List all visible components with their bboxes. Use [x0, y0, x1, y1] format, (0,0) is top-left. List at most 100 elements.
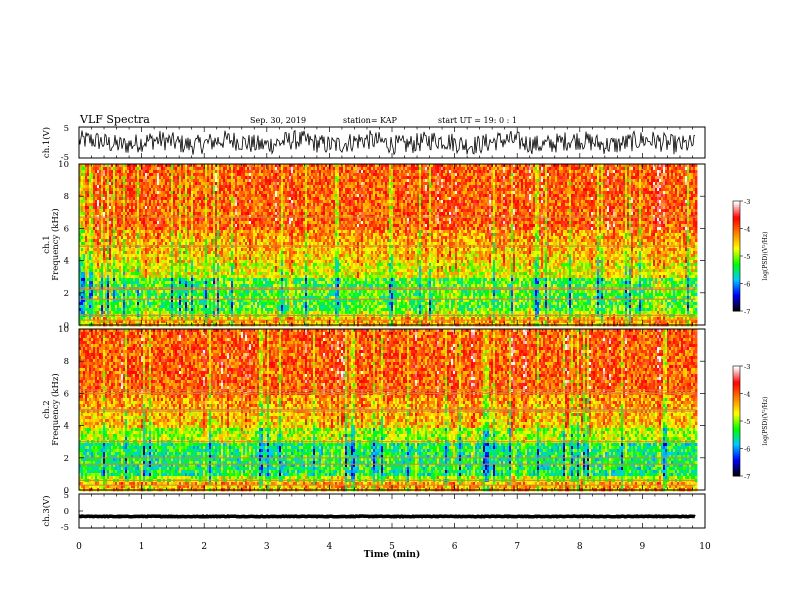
spectrogram-cell — [265, 179, 268, 183]
spectrogram-cell — [415, 167, 418, 171]
spectrogram-cell — [141, 164, 144, 168]
spectrogram-cell — [643, 170, 646, 174]
spectrogram-cell — [517, 176, 520, 180]
spectrogram-cell — [409, 170, 412, 174]
spectrogram-cell — [95, 170, 98, 174]
spectrogram-cell — [501, 170, 504, 174]
spectrogram-cell — [505, 176, 508, 180]
spectrogram-cell — [441, 176, 444, 180]
spectrogram-cell — [105, 167, 108, 171]
spectrogram-cell — [335, 167, 338, 171]
spectrogram-cell — [517, 173, 520, 177]
spectrogram-cell — [155, 167, 158, 171]
spectrogram-cell — [223, 176, 226, 180]
spectrogram-cell — [171, 167, 174, 171]
spectrogram-cell — [431, 164, 434, 168]
spectrogram-cell — [323, 179, 326, 183]
spectrogram-cell — [583, 173, 586, 177]
spectrogram-cell — [541, 167, 544, 171]
spectrogram-cell — [669, 170, 672, 174]
spectrogram-cell — [625, 176, 628, 180]
spectrogram-cell — [491, 170, 494, 174]
spectrogram-cell — [191, 164, 194, 168]
spectrogram-cell — [225, 173, 228, 177]
spectrogram-cell — [533, 173, 536, 177]
spectrogram-cell — [171, 173, 174, 177]
spectrogram-cell — [315, 164, 318, 168]
spectrogram-cell — [185, 164, 188, 168]
spectrogram-cell — [347, 179, 350, 183]
spectrogram-cell — [275, 173, 278, 177]
spectrogram-cell — [695, 173, 698, 177]
spectrogram-cell — [521, 167, 524, 171]
spectrogram-cell — [411, 167, 414, 171]
spectrogram-cell — [193, 167, 196, 171]
spectrogram-cell — [393, 179, 396, 183]
spectrogram-cell — [525, 170, 528, 174]
spectrogram-cell — [655, 173, 658, 177]
spectrogram-cell — [365, 164, 368, 168]
spectrogram-cell — [99, 170, 102, 174]
spectrogram-cell — [645, 179, 648, 183]
spectrogram-cell — [267, 164, 270, 168]
spectrogram-cell — [137, 182, 140, 186]
spectrogram-cell — [401, 176, 404, 180]
spectrogram-cell — [139, 182, 142, 186]
spectrogram-cell — [585, 164, 588, 168]
spectrogram-cell — [521, 170, 524, 174]
spectrogram-cell — [169, 164, 172, 168]
spectrogram-cell — [135, 170, 138, 174]
spectrogram-cell — [361, 167, 364, 171]
spectrogram-cell — [601, 176, 604, 180]
spectrogram-cell — [139, 167, 142, 171]
spectrogram-cell — [213, 179, 216, 183]
spectrogram-cell — [263, 167, 266, 171]
spectrogram-cell — [89, 167, 92, 171]
spectrogram-cell — [135, 182, 138, 186]
y-tick-label: 5 — [64, 124, 69, 134]
spectrogram-cell — [693, 167, 696, 171]
spectrogram-cell — [183, 167, 186, 171]
spectrogram-cell — [277, 164, 280, 168]
spectrogram-cell — [329, 179, 332, 183]
spectrogram-cell — [673, 176, 676, 180]
spectrogram-cell — [557, 179, 560, 183]
spectrogram-cell — [205, 173, 208, 177]
spectrogram-cell — [667, 170, 670, 174]
spectrogram-cell — [133, 179, 136, 183]
spectrogram-cell — [321, 170, 324, 174]
spectrogram-cell — [297, 164, 300, 168]
spectrogram-cell — [291, 173, 294, 177]
spectrogram-cell — [319, 176, 322, 180]
spectrogram-cell — [621, 176, 624, 180]
spectrogram-cell — [195, 164, 198, 168]
spectrogram-cell — [337, 179, 340, 183]
spectrogram-cell — [223, 164, 226, 168]
spectrogram-cell — [453, 173, 456, 177]
spectrogram-cell — [151, 164, 154, 168]
spectrogram-cell — [281, 164, 284, 168]
spectrogram-cell — [195, 179, 198, 183]
spectrogram-cell — [689, 176, 692, 180]
spectrogram-cell — [81, 176, 84, 180]
spectrogram-cell — [97, 170, 100, 174]
spectrogram-cell — [677, 176, 680, 180]
spectrogram-cell — [87, 173, 90, 177]
spectrogram-cell — [241, 170, 244, 174]
spectrogram-cell — [695, 191, 698, 195]
spectrogram-cell — [505, 173, 508, 177]
spectrogram-cell — [375, 179, 378, 183]
spectrogram-cell — [299, 164, 302, 168]
spectrogram-cell — [463, 164, 466, 168]
spectrogram-cell — [543, 170, 546, 174]
spectrogram-cell — [563, 176, 566, 180]
spectrogram-cell — [473, 170, 476, 174]
spectrogram-cell — [515, 167, 518, 171]
spectrogram-cell — [579, 176, 582, 180]
spectrogram-cell — [363, 170, 366, 174]
spectrogram-cell — [593, 170, 596, 174]
spectrogram-cell — [427, 164, 430, 168]
spectrogram-cell — [279, 167, 282, 171]
spectrogram-cell — [397, 173, 400, 177]
spectrogram-cell — [179, 173, 182, 177]
